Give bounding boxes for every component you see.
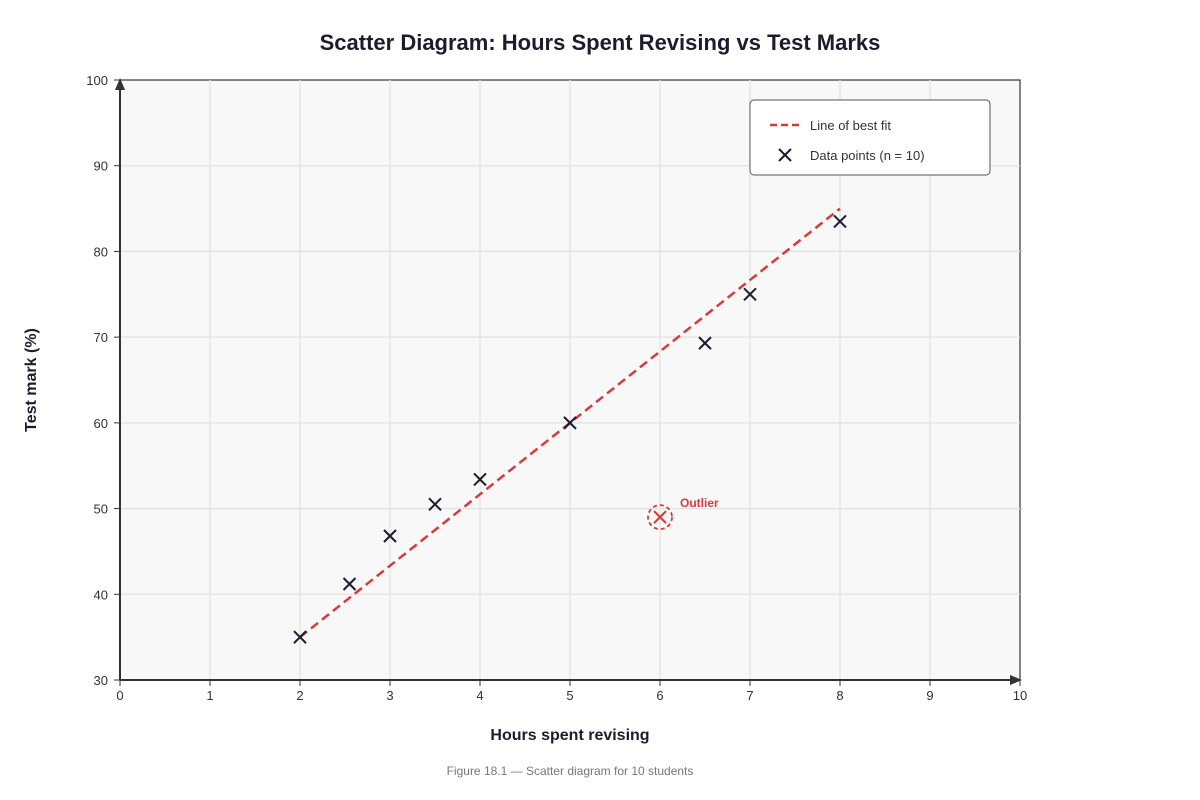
legend: Line of best fit Data points (n = 10) [749, 99, 991, 176]
y-tick-label: 80 [94, 244, 108, 259]
x-tick-label: 1 [206, 688, 213, 703]
data-point [428, 497, 442, 511]
x-tick-label: 6 [656, 688, 663, 703]
data-point [833, 214, 847, 229]
grid [120, 80, 1020, 680]
x-tick-label: 8 [836, 688, 843, 703]
y-tick-label: 30 [94, 673, 108, 688]
y-tick-label: 100 [86, 73, 108, 88]
legend-best-fit-label: Line of best fit [810, 118, 891, 133]
data-point [293, 630, 307, 644]
figure-caption: Figure 18.1 — Scatter diagram for 10 stu… [447, 764, 694, 778]
x-axis-arrow [1010, 675, 1022, 685]
annotation-layer: Outlier [647, 496, 719, 531]
data-point [473, 472, 487, 487]
legend-box [749, 99, 991, 176]
legend-x-marker [778, 148, 792, 162]
x-tick-label: 5 [566, 688, 573, 703]
outlier-ring [647, 504, 673, 531]
data-point [563, 416, 577, 430]
y-axis-title: Test mark (%) [23, 328, 40, 432]
x-axis-title: Hours spent revising [490, 727, 649, 744]
legend-data-points-label: Data points (n = 10) [810, 148, 925, 163]
x-tick-label: 3 [386, 688, 393, 703]
y-tick-label: 40 [94, 587, 108, 602]
x-tick-label: 10 [1013, 688, 1027, 703]
outlier-point [653, 510, 667, 524]
ticks: 0 1 2 3 4 5 6 7 8 9 10 30 40 50 60 70 80 90 100 [86, 73, 1027, 703]
x-tick-label: 9 [926, 688, 933, 703]
y-tick-label: 90 [94, 159, 108, 174]
y-tick-label: 60 [94, 416, 108, 431]
points-layer [293, 214, 847, 644]
y-axis-arrow [115, 78, 125, 90]
x-tick-label: 4 [476, 688, 483, 703]
outlier-label: Outlier [680, 496, 719, 510]
x-tick-label: 2 [296, 688, 303, 703]
y-tick-label: 50 [94, 502, 108, 517]
data-point [698, 336, 712, 350]
data-point [383, 529, 397, 543]
x-tick-label: 7 [746, 688, 753, 703]
y-tick-label: 70 [94, 330, 108, 345]
x-tick-label: 0 [116, 688, 123, 703]
data-point [743, 287, 757, 301]
legend-data-points-swatch [778, 148, 792, 162]
data-point [342, 577, 357, 591]
chart-title: Scatter Diagram: Hours Spent Revising vs… [320, 30, 881, 55]
